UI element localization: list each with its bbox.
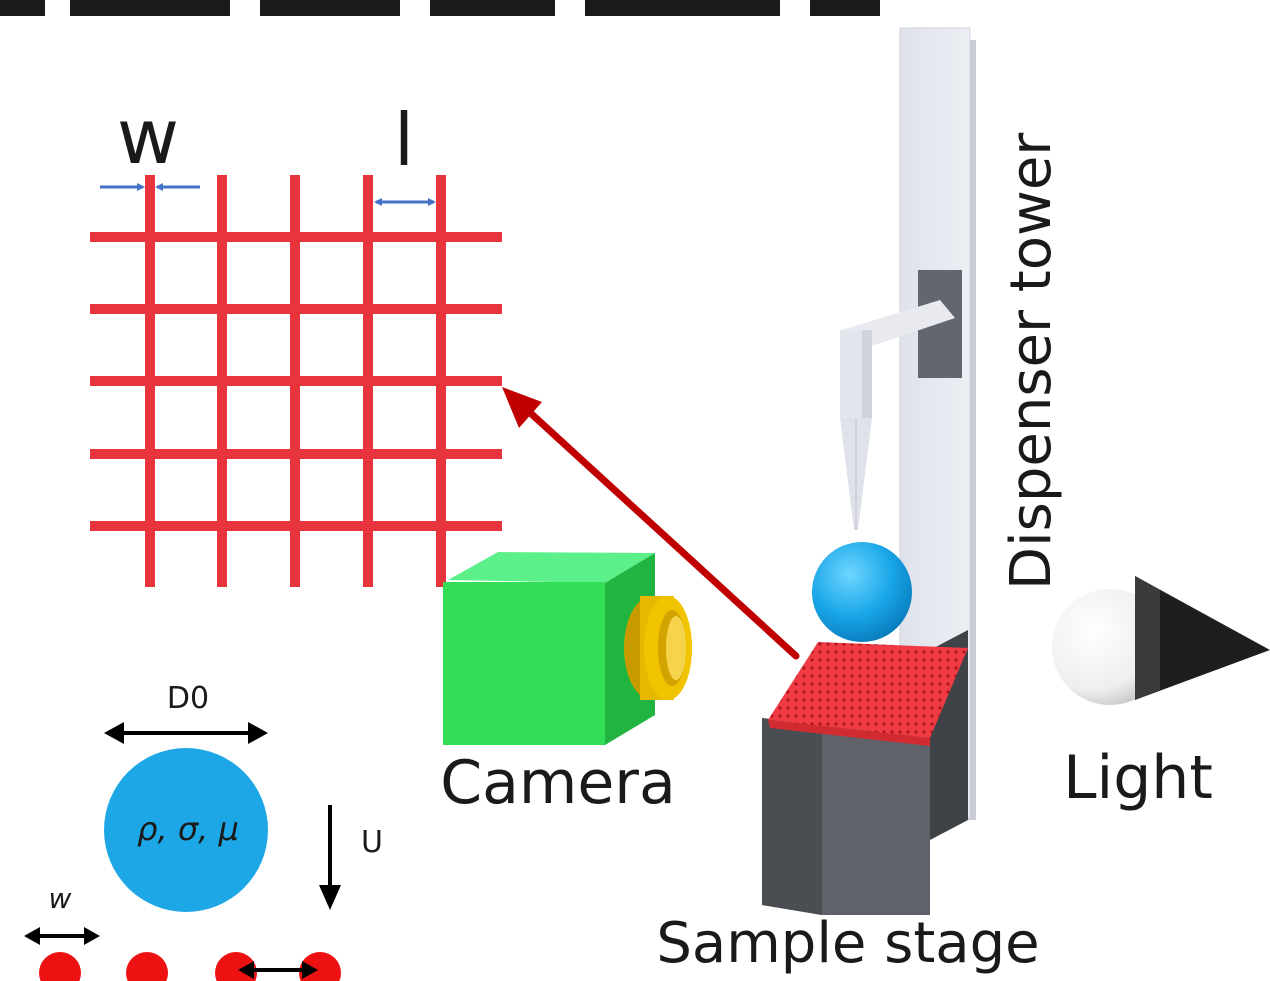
heading-fragment (0, 0, 880, 16)
sample-stage-label: Sample stage (656, 911, 1039, 976)
wire-diameter-label: w (49, 882, 72, 915)
dispenser-tower-label: Dispenser tower (999, 132, 1064, 590)
diameter-label: D0 (167, 681, 209, 716)
sample-stage (762, 630, 968, 915)
diameter-arrow (104, 722, 268, 744)
droplet-properties-label: ρ, σ, μ (137, 810, 239, 848)
camera-label: Camera (440, 748, 675, 818)
camera (443, 552, 655, 745)
velocity-arrow (319, 805, 341, 910)
wire-width-label: w (117, 92, 179, 181)
spacing-arrow-bottom (238, 961, 318, 979)
sample-mesh-surface (768, 642, 968, 746)
falling-droplet (812, 542, 912, 642)
camera-lens (624, 596, 692, 700)
light-source (1052, 576, 1270, 705)
light-label: Light (1063, 743, 1213, 813)
wire-cross-sections (39, 952, 341, 981)
spacing-label: l (394, 98, 414, 182)
dispenser-nozzle (840, 330, 872, 530)
wire-diameter-arrow (24, 927, 100, 945)
mesh-horizontal-wires (90, 232, 502, 531)
velocity-label: U (361, 825, 383, 860)
droplet-schematic (104, 748, 268, 912)
pointer-arrow (502, 387, 800, 660)
mesh-grid (90, 175, 502, 587)
